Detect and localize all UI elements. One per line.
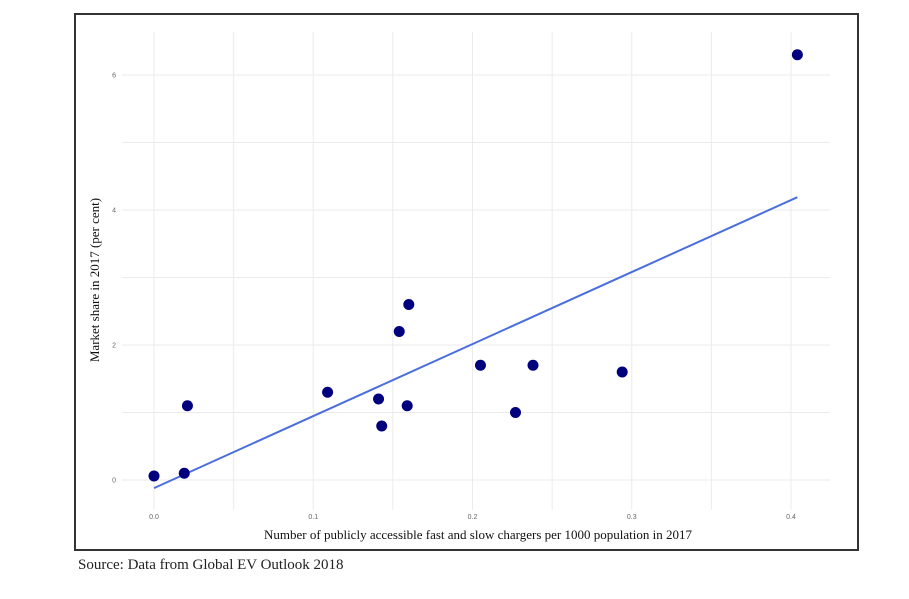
data-point: [401, 400, 413, 412]
data-point: [148, 470, 160, 482]
data-point: [376, 420, 388, 432]
x-axis-label: Number of publicly accessible fast and s…: [264, 527, 692, 542]
grid: [122, 32, 830, 510]
x-tick-label: 0.2: [468, 514, 478, 521]
tick-labels: 0.0 0.1 0.2 0.3 0.4 0 2 4 6: [112, 73, 796, 522]
data-point: [178, 467, 190, 479]
y-axis-label: Market share in 2017 (per cent): [87, 198, 102, 362]
data-point: [509, 407, 521, 418]
y-tick-label: 0: [112, 478, 116, 485]
data-point: [474, 359, 486, 371]
x-tick-label: 0.4: [786, 514, 796, 521]
data-point: [403, 299, 415, 310]
data-point: [393, 326, 405, 337]
data-point: [181, 400, 193, 412]
chart-frame: [74, 13, 859, 551]
x-tick-label: 0.1: [308, 514, 318, 521]
points-group: [148, 49, 803, 482]
trendline-group: [153, 196, 798, 490]
y-tick-label: 4: [112, 208, 116, 215]
data-point: [527, 359, 539, 371]
data-point: [791, 49, 803, 61]
y-tick-label: 2: [112, 343, 116, 350]
data-point: [373, 393, 385, 405]
trendline: [153, 196, 798, 490]
x-tick-label: 0.0: [149, 514, 159, 521]
data-point: [322, 386, 334, 398]
source-note: Source: Data from Global EV Outlook 2018: [78, 557, 344, 573]
data-point: [616, 366, 628, 378]
x-tick-label: 0.3: [627, 514, 637, 521]
y-tick-label: 6: [112, 73, 116, 80]
